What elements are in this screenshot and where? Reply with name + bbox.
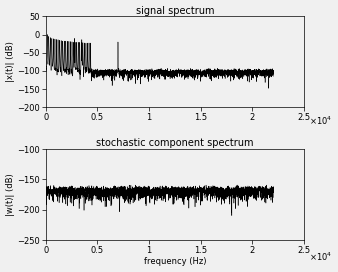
Y-axis label: |w(t)| (dB): |w(t)| (dB) [5, 173, 15, 216]
Text: $\times\mathregular{10}^{\mathregular{4}}$: $\times\mathregular{10}^{\mathregular{4}… [309, 251, 332, 263]
Text: $\times\mathregular{10}^{\mathregular{4}}$: $\times\mathregular{10}^{\mathregular{4}… [309, 115, 332, 127]
Y-axis label: |x(t)| (dB): |x(t)| (dB) [5, 41, 15, 82]
Title: signal spectrum: signal spectrum [136, 5, 214, 16]
Title: stochastic component spectrum: stochastic component spectrum [96, 138, 254, 149]
X-axis label: frequency (Hz): frequency (Hz) [144, 257, 206, 267]
